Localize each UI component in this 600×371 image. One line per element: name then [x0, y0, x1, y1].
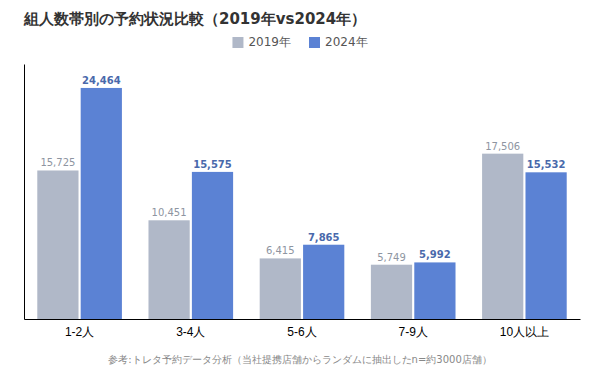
x-tick: 5-6人 [287, 325, 316, 339]
bar [482, 154, 523, 319]
x-axis-line [25, 319, 581, 320]
bar [148, 220, 189, 319]
bars [37, 88, 566, 319]
y-axis [24, 65, 25, 320]
legend-label: 2019年 [248, 35, 291, 49]
bar [260, 258, 301, 319]
x-tick-label: 10人以上 [500, 325, 549, 339]
x-tick-label: 1-2人 [65, 325, 94, 339]
data-label: 5,749 [377, 252, 406, 263]
data-label: 15,575 [193, 159, 232, 170]
x-tick: 3-4人 [176, 325, 205, 339]
chart: 組人数帯別の予約状況比較（2019年vs2024年） 参考:トレタ予約データ分析（… [0, 0, 600, 371]
bar [371, 265, 412, 319]
x-tick: 7-9人 [399, 325, 428, 339]
y-axis-line [24, 65, 25, 320]
data-label: 15,725 [40, 157, 75, 168]
legend-item: 2019年 [232, 35, 291, 49]
data-label: 17,506 [485, 141, 520, 152]
x-tick-label: 7-9人 [399, 325, 428, 339]
x-tick-label: 5-6人 [287, 325, 316, 339]
bar [414, 262, 455, 319]
bar [525, 172, 566, 319]
legend-swatch [309, 37, 320, 48]
plot: 15,725 10,451 6,415 5,749 17,506 24,464 15,575… [25, 65, 581, 339]
legend-swatch [232, 37, 243, 48]
x-tick-label: 3-4人 [176, 325, 205, 339]
legend-item: 2024年 [309, 35, 368, 49]
x-axis: 1-2人 3-4人 5-6人 7-9人 10人以上 [25, 320, 581, 339]
data-label: 10,451 [152, 207, 187, 218]
bar [81, 88, 122, 319]
bar [303, 245, 344, 319]
title: 組人数帯別の予約状況比較（2019年vs2024年） [23, 10, 366, 28]
bar [192, 172, 233, 319]
data-label: 15,532 [527, 159, 566, 170]
data-labels: 15,725 10,451 6,415 5,749 17,506 24,464 15,575… [40, 75, 565, 263]
x-tick: 1-2人 [65, 325, 94, 339]
bar [37, 170, 78, 319]
legend: 2019年 2024年 [232, 35, 367, 49]
data-label: 5,992 [419, 249, 451, 260]
x-tick: 10人以上 [500, 325, 549, 339]
legend-label: 2024年 [325, 35, 368, 49]
footnote: 参考:トレタ予約データ分析（当社提携店舗からランダムに抽出したn=約3000店舗… [108, 354, 492, 365]
data-label: 7,865 [308, 232, 340, 243]
data-label: 6,415 [266, 245, 295, 256]
data-label: 24,464 [82, 75, 121, 86]
